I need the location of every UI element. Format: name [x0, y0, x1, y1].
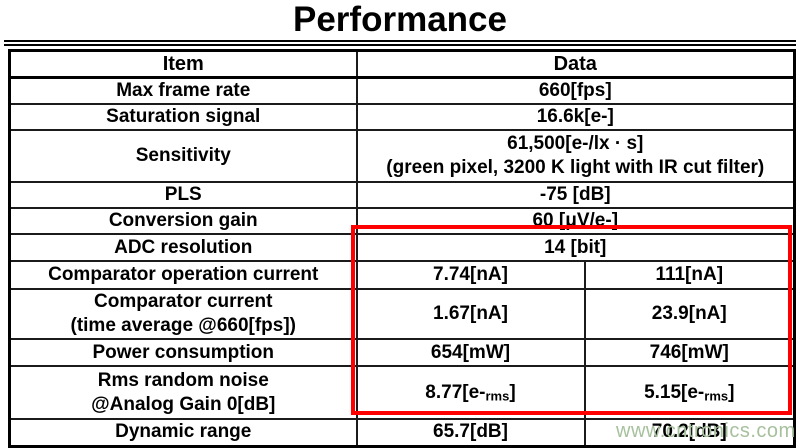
- header-item-cell: Item: [8, 49, 358, 79]
- data-cell: 61,500[e-/lx · s] (green pixel, 3200 K li…: [355, 129, 796, 183]
- item-cell: Saturation signal: [8, 103, 358, 131]
- watermark-text: www.cntronics.com: [616, 420, 796, 442]
- data-cell: 7.74[nA]: [355, 260, 586, 290]
- table-row: Power consumption 654[mW] 746[mW]: [8, 338, 796, 367]
- data-cell: 746[mW]: [583, 338, 796, 367]
- data-cell: 14 [bit]: [355, 233, 796, 262]
- data-cell: 1.67[nA]: [355, 288, 586, 340]
- data-cell: 654[mW]: [355, 338, 586, 367]
- table-header-row: Item Data: [8, 49, 796, 79]
- table-row: Rms random noise @Analog Gain 0[dB] 8.77[e…: [8, 365, 796, 420]
- data-cell: 111[nA]: [583, 260, 796, 290]
- item-cell: Comparator current (time average @660[fps…: [8, 288, 358, 340]
- table-body: Max frame rate 660[fps] Saturation signal 1…: [8, 76, 796, 447]
- item-cell: Rms random noise @Analog Gain 0[dB]: [8, 365, 358, 420]
- item-cell: Sensitivity: [8, 129, 358, 183]
- item-cell: Conversion gain: [8, 207, 358, 235]
- header-data-cell: Data: [355, 49, 796, 79]
- table-row: ADC resolution 14 [bit]: [8, 233, 796, 262]
- title-divider-rule: [4, 40, 796, 46]
- item-cell: PLS: [8, 181, 358, 209]
- table-row: Saturation signal 16.6k[e-]: [8, 103, 796, 131]
- performance-table: Item Data Max frame rate 660[fps] Saturati…: [8, 49, 797, 448]
- item-cell: ADC resolution: [8, 233, 358, 262]
- data-cell: -75 [dB]: [355, 181, 796, 209]
- item-cell: Comparator operation current: [8, 260, 358, 290]
- table-row: Dynamic range 65.7[dB] 70.2[dB]: [8, 418, 796, 447]
- data-cell: 23.9[nA]: [583, 288, 796, 340]
- data-cell: 5.15[e-rms]: [583, 365, 796, 420]
- data-cell: 16.6k[e-]: [355, 103, 796, 131]
- table-row: PLS -75 [dB]: [8, 181, 796, 209]
- data-cell: 60 [μV/e-]: [355, 207, 796, 235]
- table-row: Comparator operation current 7.74[nA] 111[…: [8, 260, 796, 290]
- table-row: Conversion gain 60 [μV/e-]: [8, 207, 796, 235]
- table-row: Comparator current (time average @660[fps…: [8, 288, 796, 340]
- page-title: Performance: [293, 0, 507, 39]
- data-cell: 65.7[dB]: [355, 418, 586, 447]
- data-cell: 70.2[dB]: [583, 418, 796, 447]
- table-row: Max frame rate 660[fps]: [8, 76, 796, 105]
- table-row: Sensitivity 61,500[e-/lx · s] (green pixel…: [8, 129, 796, 183]
- item-cell: Dynamic range: [8, 418, 358, 447]
- item-cell: Max frame rate: [8, 76, 358, 105]
- data-cell: 660[fps]: [355, 76, 796, 105]
- item-cell: Power consumption: [8, 338, 358, 367]
- data-cell: 8.77[e-rms]: [355, 365, 586, 420]
